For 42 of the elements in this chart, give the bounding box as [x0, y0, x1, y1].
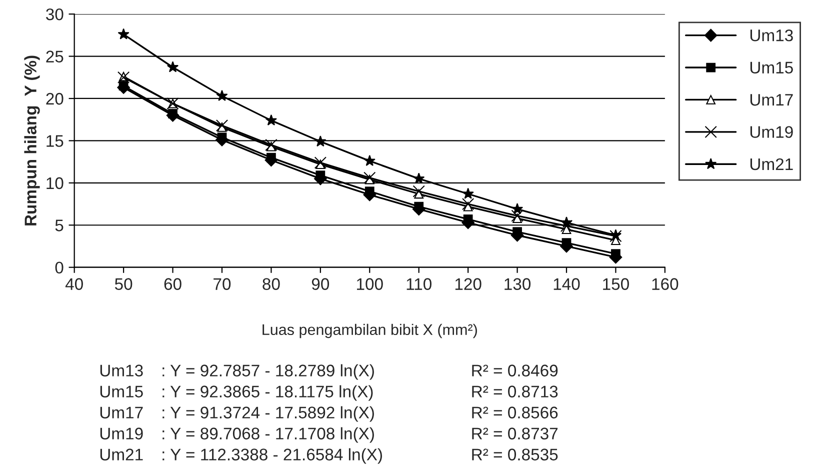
y-axis-title: Rumpun hilang Y (%) [24, 56, 40, 226]
text: R² = 0.8469 [472, 364, 558, 376]
legend-label: Um13 [750, 30, 793, 42]
text: : Y = 91.3724 - 17.5892 ln(X) [162, 406, 374, 422]
x-tick-label: 100 [357, 278, 383, 290]
text: Um13 [100, 364, 143, 376]
text: Um17 [100, 406, 143, 418]
text: Um15 [100, 386, 143, 398]
x-tick-label: 70 [214, 278, 231, 290]
text: R² = 0.8535 [472, 448, 558, 460]
y-tick-label: 20 [46, 92, 64, 105]
x-axis-title: Luas pengambilan bibit X (mm²) [262, 324, 477, 338]
text: R² = 0.8737 [472, 428, 558, 440]
text: R² = 0.8713 [472, 386, 558, 398]
x-tick-label: 160 [652, 278, 678, 290]
y-tick-label: 5 [55, 220, 64, 232]
y-tick-label: 10 [46, 177, 64, 190]
x-tick-label: 120 [455, 278, 482, 290]
x-tick-label: 130 [504, 278, 531, 290]
x-tick-label: 90 [312, 278, 330, 290]
x-tick-label: 50 [114, 278, 132, 290]
y-tick-label: 25 [46, 50, 64, 62]
x-tick-label: 40 [65, 278, 83, 290]
x-tick-label: 110 [406, 278, 432, 290]
x-tick-label: 60 [164, 278, 182, 290]
text: : Y = 92.3865 - 18.1175 ln(X) [162, 385, 373, 401]
y-tick-label: 0 [55, 262, 64, 274]
text: : Y = 92.7857 - 18.2789 ln(X) [162, 364, 374, 380]
legend-label: Um15 [750, 62, 793, 74]
text: R² = 0.8566 [472, 406, 558, 418]
y-tick-label: 15 [46, 135, 64, 147]
x-tick-label: 150 [603, 278, 629, 290]
legend-label: Um17 [750, 94, 793, 106]
x-tick-label: 140 [554, 278, 580, 290]
y-tick-label: 30 [46, 8, 64, 20]
text: Um21 [100, 448, 143, 460]
text: : Y = 89.7068 - 17.1708 ln(X) [162, 427, 374, 443]
x-tick-label: 80 [262, 278, 280, 290]
legend-label: Um19 [750, 126, 793, 138]
text: Um19 [100, 428, 143, 440]
text: : Y = 112.3388 - 21.6584 ln(X) [162, 448, 382, 464]
legend-label: Um21 [750, 158, 793, 170]
